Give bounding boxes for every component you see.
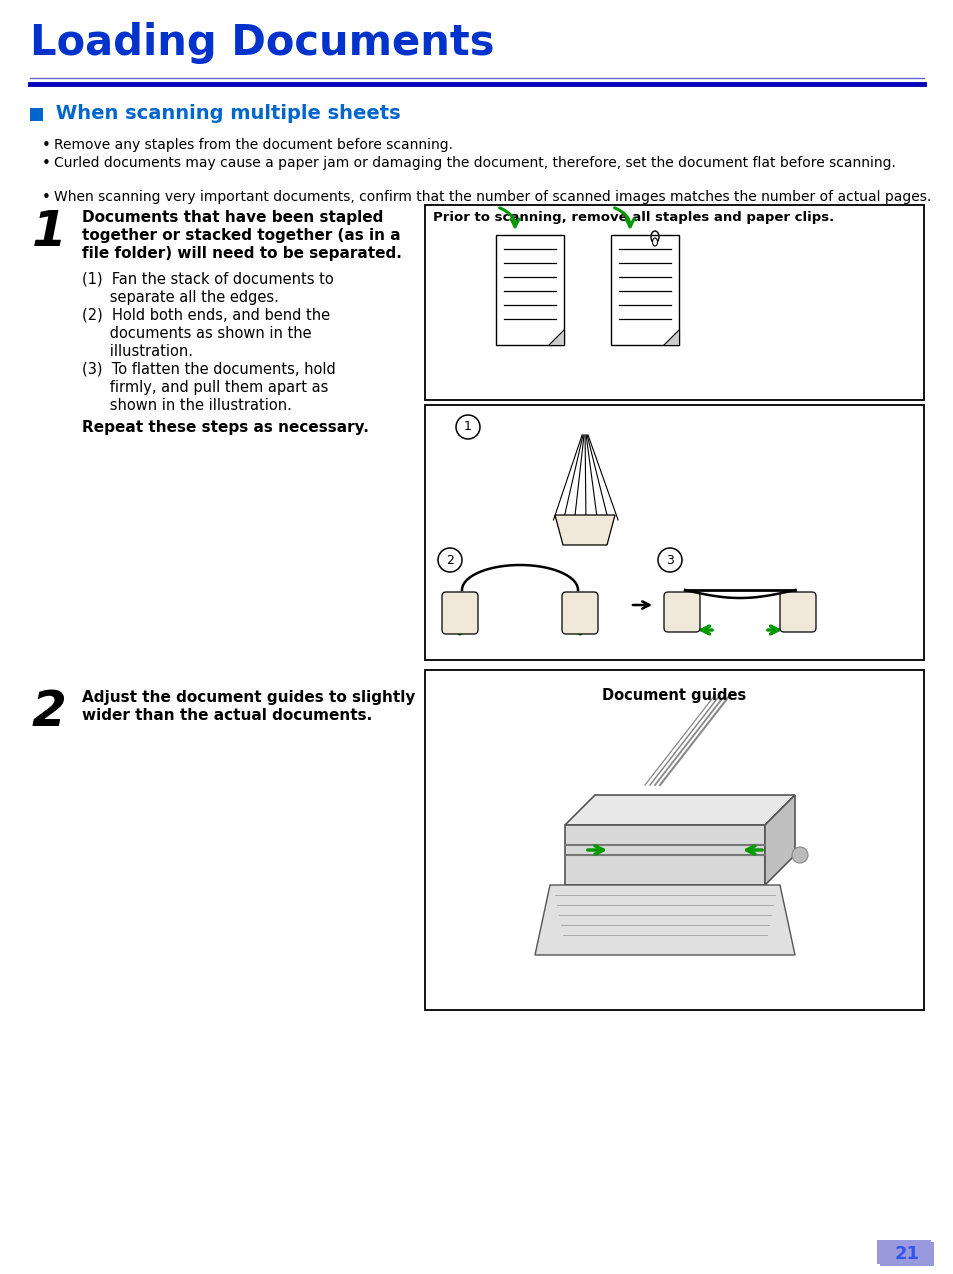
Polygon shape xyxy=(764,795,794,885)
Text: 3: 3 xyxy=(665,553,673,567)
Ellipse shape xyxy=(652,238,657,246)
Bar xyxy=(30,108,43,121)
Text: together or stacked together (as in a: together or stacked together (as in a xyxy=(82,228,400,243)
Text: Remove any staples from the document before scanning.: Remove any staples from the document bef… xyxy=(54,138,453,152)
Text: 1: 1 xyxy=(463,420,472,433)
Text: (2)  Hold both ends, and bend the: (2) Hold both ends, and bend the xyxy=(82,308,330,324)
Bar xyxy=(876,1240,930,1264)
Text: Adjust the document guides to slightly: Adjust the document guides to slightly xyxy=(82,691,415,705)
Bar xyxy=(424,205,923,400)
Text: 2: 2 xyxy=(32,688,67,736)
Polygon shape xyxy=(535,885,794,956)
Text: documents as shown in the: documents as shown in the xyxy=(82,326,312,341)
Circle shape xyxy=(791,847,807,862)
Text: wider than the actual documents.: wider than the actual documents. xyxy=(82,708,372,724)
Text: •: • xyxy=(42,138,51,153)
Text: file folder) will need to be separated.: file folder) will need to be separated. xyxy=(82,246,401,261)
Circle shape xyxy=(658,548,681,572)
Text: Document guides: Document guides xyxy=(601,688,746,703)
Text: shown in the illustration.: shown in the illustration. xyxy=(82,397,292,413)
FancyBboxPatch shape xyxy=(561,592,598,634)
Text: •: • xyxy=(42,190,51,205)
Text: Repeat these steps as necessary.: Repeat these steps as necessary. xyxy=(82,420,369,434)
Text: 1: 1 xyxy=(32,208,67,256)
FancyBboxPatch shape xyxy=(780,592,815,632)
Bar xyxy=(496,234,563,345)
Polygon shape xyxy=(564,826,764,885)
Text: (1)  Fan the stack of documents to: (1) Fan the stack of documents to xyxy=(82,273,334,287)
Text: (3)  To flatten the documents, hold: (3) To flatten the documents, hold xyxy=(82,362,335,377)
FancyBboxPatch shape xyxy=(441,592,477,634)
Circle shape xyxy=(456,415,479,440)
Text: separate all the edges.: separate all the edges. xyxy=(82,290,278,304)
Bar xyxy=(424,670,923,1010)
Polygon shape xyxy=(662,329,679,345)
Text: 21: 21 xyxy=(894,1245,919,1263)
Polygon shape xyxy=(564,795,794,826)
Bar xyxy=(879,1242,933,1266)
Circle shape xyxy=(437,548,461,572)
Polygon shape xyxy=(555,515,615,545)
Text: Documents that have been stapled: Documents that have been stapled xyxy=(82,210,383,225)
Text: Loading Documents: Loading Documents xyxy=(30,22,494,64)
FancyBboxPatch shape xyxy=(663,592,700,632)
Text: Prior to scanning, remove all staples and paper clips.: Prior to scanning, remove all staples an… xyxy=(433,211,833,224)
Text: illustration.: illustration. xyxy=(82,344,193,359)
Polygon shape xyxy=(547,329,563,345)
Text: 2: 2 xyxy=(446,553,454,567)
Bar xyxy=(424,405,923,660)
Text: When scanning multiple sheets: When scanning multiple sheets xyxy=(49,104,400,124)
Text: When scanning very important documents, confirm that the number of scanned image: When scanning very important documents, … xyxy=(54,190,930,204)
Text: •: • xyxy=(42,155,51,171)
Bar xyxy=(610,234,679,345)
Text: Curled documents may cause a paper jam or damaging the document, therefore, set : Curled documents may cause a paper jam o… xyxy=(54,155,895,169)
Text: firmly, and pull them apart as: firmly, and pull them apart as xyxy=(82,380,328,395)
